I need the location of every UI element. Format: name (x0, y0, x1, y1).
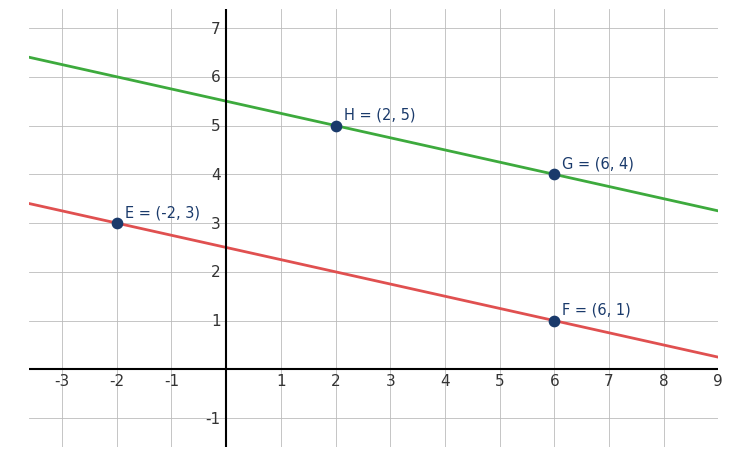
Point (330, 122, 342, 130)
Text: 5: 5 (211, 119, 221, 134)
Text: 5: 5 (495, 374, 504, 388)
Text: -1: -1 (164, 374, 179, 388)
Text: 2: 2 (331, 374, 340, 388)
Text: 1: 1 (211, 313, 221, 328)
Text: G = (6, 4): G = (6, 4) (562, 156, 634, 171)
Text: -2: -2 (109, 374, 125, 388)
Point (111, 220, 122, 228)
Text: H = (2, 5): H = (2, 5) (344, 108, 416, 122)
Text: 1: 1 (276, 374, 286, 388)
Text: 6: 6 (211, 70, 221, 85)
Text: -1: -1 (205, 411, 221, 426)
Text: -3: -3 (54, 374, 70, 388)
Point (548, 317, 560, 325)
Text: 2: 2 (211, 265, 221, 280)
Text: E = (-2, 3): E = (-2, 3) (125, 205, 200, 220)
Text: 9: 9 (713, 374, 723, 388)
Text: 4: 4 (440, 374, 450, 388)
Text: 7: 7 (604, 374, 614, 388)
Text: 3: 3 (386, 374, 395, 388)
Point (548, 171, 560, 179)
Text: 8: 8 (659, 374, 668, 388)
Text: 3: 3 (211, 216, 221, 231)
Text: 4: 4 (211, 168, 221, 182)
Text: 6: 6 (550, 374, 559, 388)
Text: 7: 7 (211, 21, 221, 37)
Text: F = (6, 1): F = (6, 1) (562, 302, 631, 317)
